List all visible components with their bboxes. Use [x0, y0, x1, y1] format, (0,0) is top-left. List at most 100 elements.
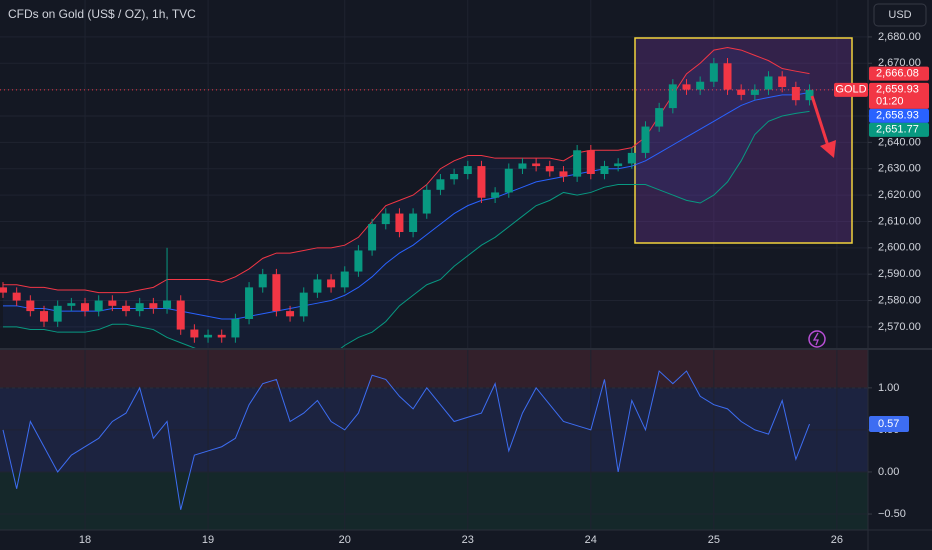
candle-body	[422, 189, 431, 214]
candle-body	[463, 166, 472, 174]
candle-body	[682, 84, 691, 90]
candle-body	[709, 63, 718, 82]
candle-body	[135, 303, 144, 312]
panes	[0, 350, 868, 530]
price-tag	[869, 122, 929, 137]
y-tick-label: 0.00	[878, 466, 899, 478]
zone	[0, 350, 868, 388]
candle-body	[668, 84, 677, 109]
candle-body	[368, 224, 377, 251]
candle-body	[122, 305, 131, 312]
candle-body	[627, 152, 636, 164]
x-tick-label: 18	[79, 534, 91, 546]
candle-body	[108, 300, 117, 306]
candle-body	[586, 150, 595, 174]
symbol-tag	[834, 82, 868, 97]
candle-body	[545, 166, 554, 172]
price-tag-label: 2,658.93	[876, 110, 919, 122]
y-tick-label: 2,580.00	[878, 294, 921, 306]
candle-body	[450, 174, 459, 180]
candle-body	[641, 126, 650, 153]
candle-body	[53, 305, 62, 322]
y-tick-label: 2,640.00	[878, 136, 921, 148]
x-tick-label: 20	[339, 534, 351, 546]
candle-body	[436, 179, 445, 190]
price-pane	[0, 46, 868, 348]
candle-body	[176, 300, 185, 330]
alert-icon[interactable]	[808, 330, 826, 348]
alert-bolt	[812, 332, 819, 346]
arrow-shaft	[810, 95, 830, 147]
candle-body	[504, 168, 513, 193]
candle-body	[381, 213, 390, 225]
y-tick-label: 2,680.00	[878, 31, 921, 43]
candle-body	[395, 213, 404, 232]
value-tag-label: 0.57	[878, 418, 899, 430]
candle-body	[40, 311, 49, 322]
symbol-label: GOLD	[835, 84, 866, 96]
candle-body	[764, 76, 773, 90]
y-tick-label: −0.50	[878, 508, 906, 520]
candle-body	[163, 300, 172, 309]
price-tag	[869, 82, 929, 109]
candle-body	[477, 166, 486, 198]
currency-label: USD	[888, 9, 911, 21]
candle-body	[791, 87, 800, 101]
candle-body	[805, 89, 814, 101]
currency-button[interactable]	[873, 3, 927, 27]
x-tick-label: 25	[708, 534, 720, 546]
candle-body	[272, 274, 281, 312]
candle-body	[204, 334, 213, 338]
y-tick-label: 2,670.00	[878, 57, 921, 69]
candle-body	[532, 163, 541, 167]
candle-body	[67, 303, 76, 306]
candle-body	[313, 279, 322, 293]
candle-body	[696, 81, 705, 90]
axes: 2,680.002,670.002,660.002,650.002,640.00…	[79, 31, 929, 546]
chart-title: CFDs on Gold (US$ / OZ), 1h, TVC	[8, 7, 196, 21]
value-tag	[869, 416, 909, 433]
candle-body	[245, 287, 254, 319]
candle-body	[600, 166, 609, 174]
y-tick-label: 2,620.00	[878, 189, 921, 201]
price-tag-label: 2,659.93	[876, 84, 919, 96]
x-tick-label: 24	[585, 534, 597, 546]
y-tick-label: 2,610.00	[878, 215, 921, 227]
y-tick-label: 2,590.00	[878, 268, 921, 280]
countdown: 01:20	[876, 96, 904, 108]
candle-body	[327, 279, 336, 288]
candle-body	[190, 329, 199, 338]
x-tick-label: 26	[831, 534, 843, 546]
price-tag-label: 2,651.77	[876, 124, 919, 136]
price-tag	[869, 66, 929, 81]
candle-body	[655, 108, 664, 127]
candle-body	[258, 274, 267, 288]
arrow-head	[820, 140, 836, 158]
price-tag	[869, 108, 929, 123]
band-line	[3, 110, 810, 348]
candle-body	[286, 311, 295, 317]
candle-body	[149, 303, 158, 309]
candle-body	[518, 163, 527, 169]
zone	[0, 471, 868, 530]
y-tick-label: 1.00	[878, 382, 899, 394]
candle-body	[26, 300, 35, 312]
candle-body	[12, 292, 21, 301]
candle-body	[559, 171, 568, 177]
y-tick-label: 2,570.00	[878, 321, 921, 333]
candle-body	[737, 89, 746, 95]
candle-body	[217, 334, 226, 338]
candle-body	[491, 192, 500, 198]
candle-body	[94, 300, 103, 312]
candle-body	[750, 89, 759, 95]
oscillator-pane	[2, 370, 810, 510]
highlight-box	[634, 37, 853, 244]
candle-body	[340, 271, 349, 288]
candle-body	[409, 213, 418, 232]
x-tick-label: 23	[462, 534, 474, 546]
y-tick-label: 2,630.00	[878, 163, 921, 175]
candle-body	[0, 287, 7, 293]
candle-body	[354, 250, 363, 272]
